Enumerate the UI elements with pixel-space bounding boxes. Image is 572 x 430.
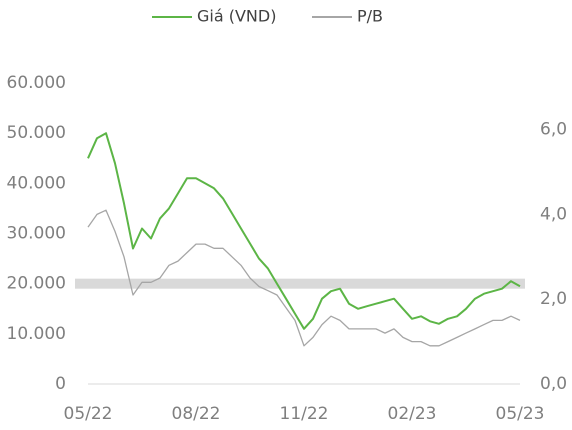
series-line bbox=[87, 209, 521, 347]
legend-label: Giá (VND) bbox=[197, 7, 276, 26]
y2-tick-label: 4,0 bbox=[540, 204, 567, 224]
x-tick-label: 05/22 bbox=[64, 404, 113, 424]
y-tick-label: 40.000 bbox=[7, 173, 66, 193]
x-tick-label: 08/22 bbox=[172, 404, 221, 424]
series-line bbox=[87, 132, 521, 330]
y-tick-label: 20.000 bbox=[7, 274, 66, 294]
y2-tick-label: 0,0 bbox=[540, 374, 567, 394]
x-tick-label: 02/23 bbox=[388, 404, 437, 424]
y-tick-label: 50.000 bbox=[7, 123, 66, 143]
y2-tick-label: 6,0 bbox=[540, 120, 567, 140]
x-tick-label: 05/23 bbox=[496, 404, 545, 424]
y-tick-label: 0 bbox=[55, 374, 66, 394]
x-tick-label: 11/22 bbox=[280, 404, 329, 424]
y-tick-label: 10.000 bbox=[7, 324, 66, 344]
y2-tick-label: 2,0 bbox=[540, 289, 567, 309]
legend: Giá (VND) P/B bbox=[152, 7, 383, 26]
y-tick-label: 60.000 bbox=[7, 73, 66, 93]
legend-label: P/B bbox=[357, 7, 383, 26]
y-tick-label: 30.000 bbox=[7, 224, 66, 244]
highlight-band bbox=[75, 278, 525, 289]
